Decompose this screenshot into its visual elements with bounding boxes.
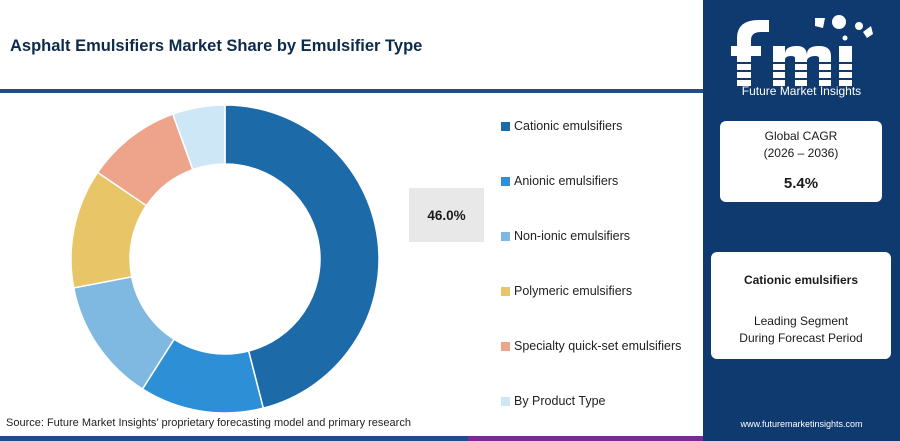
legend-item: Cationic emulsifiers — [501, 118, 622, 134]
sidebar: Future Market Insights Global CAGR (2026… — [703, 0, 900, 441]
legend-label: Cationic emulsifiers — [514, 119, 623, 133]
donut-chart — [70, 104, 380, 414]
title-divider — [0, 89, 703, 93]
legend-swatch — [501, 341, 510, 351]
legend-label: Anionic emulsifiers — [514, 174, 619, 188]
legend-item: Polymeric emulsifiers — [501, 283, 632, 299]
legend-label: By Product Type — [514, 394, 606, 408]
legend-item: Anionic emulsifiers — [501, 173, 618, 189]
legend-item: Specialty quick-set emulsifiers — [501, 338, 681, 354]
legend-swatch — [501, 396, 510, 406]
cagr-period: (2026 – 2036) — [763, 146, 839, 160]
chart-title: Asphalt Emulsifiers Market Share by Emul… — [10, 37, 423, 55]
donut-slice-cationic-emulsifiers — [224, 104, 380, 410]
bottom-accent-bar — [0, 436, 703, 441]
bottom-bar-purple — [468, 436, 703, 441]
legend-swatch — [501, 231, 510, 241]
highlight-value: 46.0% — [427, 207, 466, 223]
fmi-logo-icon — [731, 15, 873, 86]
leading-segment-name: Cationic emulsifiers — [743, 273, 859, 287]
leading-segment-card: Cationic emulsifiers Leading Segment Dur… — [711, 252, 891, 359]
bottom-bar-blue — [0, 436, 468, 441]
legend-swatch — [501, 121, 510, 131]
leading-segment-desc-line2: During Forecast Period — [739, 331, 863, 345]
donut-slice-by-product-type — [171, 104, 226, 171]
legend-swatch — [501, 286, 510, 296]
source-note: Source: Future Market Insights’ propriet… — [6, 417, 411, 429]
legend-label: Non-ionic emulsifiers — [514, 229, 631, 243]
legend-swatch — [501, 176, 510, 186]
highlight-value-box: 46.0% — [409, 188, 484, 242]
leading-segment-desc-line1: Leading Segment — [753, 314, 849, 328]
cagr-value: 5.4% — [783, 175, 819, 192]
legend-label: Specialty quick-set emulsifiers — [514, 339, 682, 353]
brand-name: Future Market Insights — [741, 84, 862, 98]
leading-segment-description: Leading Segment During Forecast Period — [711, 313, 891, 347]
cagr-card: Global CAGR (2026 – 2036) 5.4% — [720, 121, 882, 202]
legend-item: By Product Type — [501, 393, 606, 409]
legend-label: Polymeric emulsifiers — [514, 284, 633, 298]
legend-item: Non-ionic emulsifiers — [501, 228, 630, 244]
chart-panel: Asphalt Emulsifiers Market Share by Emul… — [0, 37, 703, 441]
cagr-label: Global CAGR — [764, 129, 838, 143]
website-link[interactable]: www.futuremarketinsights.com — [740, 419, 863, 429]
